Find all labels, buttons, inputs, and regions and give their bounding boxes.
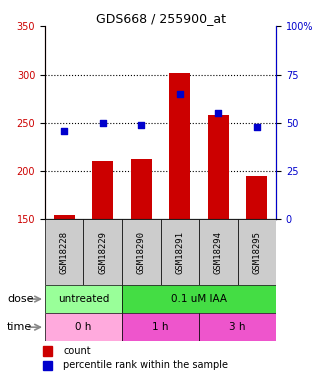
Bar — [199, 219, 238, 285]
Bar — [43, 346, 52, 356]
Bar — [92, 161, 113, 219]
Text: 0 h: 0 h — [75, 322, 92, 332]
Text: dose: dose — [7, 294, 34, 304]
Text: GSM18291: GSM18291 — [175, 231, 184, 274]
Bar — [208, 115, 229, 219]
Bar — [122, 313, 199, 341]
Point — [62, 128, 67, 134]
Text: time: time — [7, 322, 32, 332]
Bar — [246, 176, 267, 219]
Bar — [169, 73, 190, 219]
Text: 3 h: 3 h — [229, 322, 246, 332]
Text: 0.1 uM IAA: 0.1 uM IAA — [171, 294, 227, 304]
Text: GSM18290: GSM18290 — [137, 231, 146, 274]
Point — [100, 120, 105, 126]
Bar — [45, 219, 83, 285]
Text: GSM18294: GSM18294 — [214, 231, 223, 274]
Title: GDS668 / 255900_at: GDS668 / 255900_at — [96, 12, 225, 25]
Text: GSM18229: GSM18229 — [98, 231, 107, 274]
Text: count: count — [63, 346, 91, 356]
Bar — [131, 159, 152, 219]
Text: GSM18295: GSM18295 — [252, 231, 261, 274]
Text: GSM18228: GSM18228 — [60, 231, 69, 274]
Bar — [122, 219, 160, 285]
Bar — [83, 219, 122, 285]
Bar — [160, 219, 199, 285]
Point — [216, 110, 221, 116]
Bar — [54, 214, 75, 219]
Text: 1 h: 1 h — [152, 322, 169, 332]
Text: percentile rank within the sample: percentile rank within the sample — [63, 360, 228, 370]
Bar — [238, 219, 276, 285]
Bar — [45, 285, 122, 313]
Point — [177, 91, 182, 97]
Bar — [122, 285, 276, 313]
Point — [139, 122, 144, 128]
Bar — [43, 360, 52, 370]
Bar — [199, 313, 276, 341]
Text: untreated: untreated — [58, 294, 109, 304]
Point — [254, 124, 259, 130]
Bar — [45, 313, 122, 341]
